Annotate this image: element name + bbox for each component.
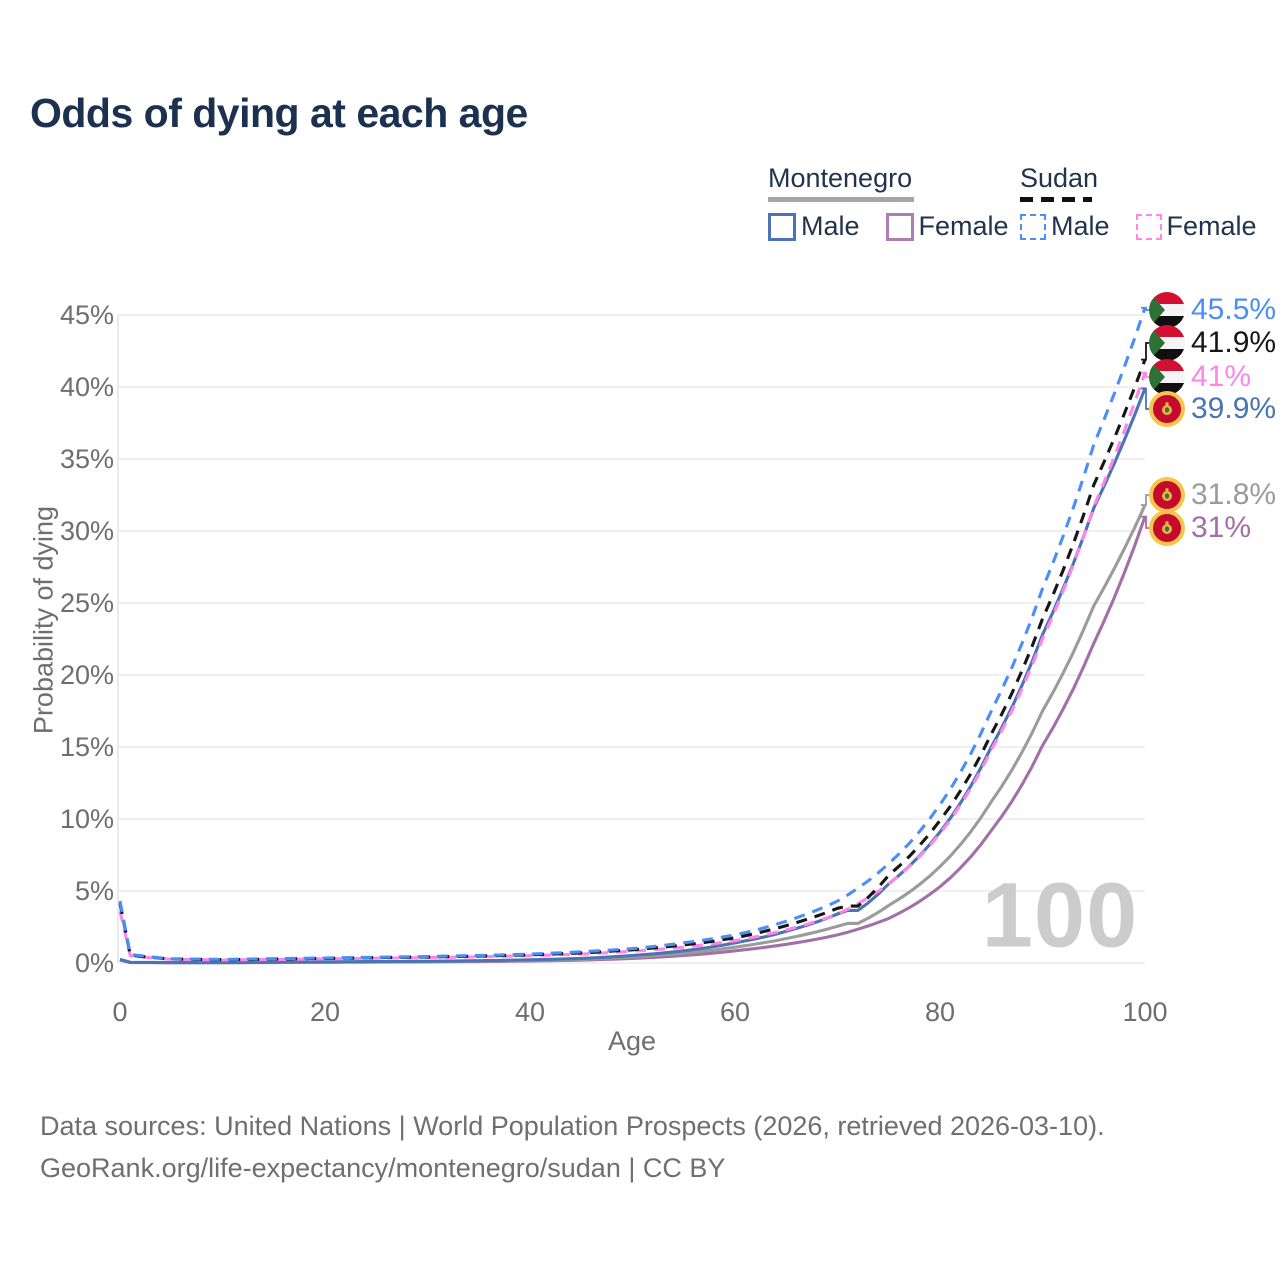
x-tick-label: 80 [924,997,956,1027]
end-label-connector [1141,342,1149,361]
y-tick-label: 5% [74,876,114,906]
legend-swatch-montenegro-female[interactable] [885,212,914,241]
series-line-sudan-male[interactable] [118,307,1147,961]
data-sources-text: Data sources: United Nations | World Pop… [40,1111,1105,1141]
chart-footer: Data sources: United Nations | World Pop… [40,1106,1105,1190]
x-tick-label: 60 [719,997,751,1027]
end-label-connector [1141,387,1149,410]
y-tick-label: 40% [59,372,114,402]
legend-swatch-sudan-male[interactable] [1020,213,1046,240]
series-end-row: 31% [1149,510,1251,546]
legend-swatch-montenegro-male[interactable] [768,212,796,241]
end-label-connector [1141,515,1149,529]
series-end-label: 31.8% [1191,478,1277,511]
legend-underline-montenegro [768,197,914,202]
y-tick-label: 20% [59,660,114,690]
series-end-row: 45.5% [1149,292,1276,328]
montenegro-flag-icon [1149,510,1185,546]
legend-label-montenegro-female[interactable]: Female [918,211,1009,241]
legend-underline-sudan [1020,197,1092,202]
montenegro-flag-icon [1149,391,1185,427]
sudan-flag-icon [1149,325,1185,361]
page-title: Odds of dying at each age [30,90,528,136]
y-tick-label: 25% [59,588,114,618]
y-tick-label: 30% [59,516,114,546]
legend-group-montenegro: Montenegro Male Female [768,163,1009,242]
legend-label-sudan-male[interactable]: Male [1051,211,1110,241]
y-axis-title: Probability of dying [28,505,59,735]
y-tick-label: 35% [59,444,114,474]
y-tick-label: 0% [74,948,114,978]
legend-country-montenegro[interactable]: Montenegro [768,163,913,193]
sudan-flag-icon [1149,359,1185,395]
x-axis-title: Age [607,1026,657,1056]
y-tick-label: 15% [59,732,114,762]
attribution-text: GeoRank.org/life-expectancy/montenegro/s… [40,1152,726,1183]
end-label-connector [1141,371,1149,378]
x-tick-label: 40 [514,997,546,1027]
end-label-connector [1141,306,1149,311]
y-tick-label: 45% [59,300,114,330]
age-watermark: 100 [981,864,1139,967]
series-end-row: 41% [1149,359,1251,395]
series-end-label: 41.9% [1191,326,1277,359]
sudan-flag-icon [1149,292,1185,328]
series-end-label: 39.9% [1191,392,1277,425]
legend-label-sudan-female[interactable]: Female [1166,211,1257,241]
series-end-label: 31% [1191,511,1252,544]
x-tick-label: 100 [1122,997,1168,1027]
x-tick-label: 20 [309,997,341,1027]
montenegro-flag-icon [1149,477,1185,513]
series-end-label: 41% [1191,360,1252,393]
legend-country-sudan[interactable]: Sudan [1020,163,1099,193]
legend-swatch-sudan-female[interactable] [1135,213,1162,240]
legend-label-montenegro-male[interactable]: Male [801,211,860,241]
series-end-label: 45.5% [1191,293,1277,326]
series-end-row: 39.9% [1149,391,1276,427]
series-line-sudan-female[interactable] [118,372,1147,962]
legend-group-sudan: Sudan Male Female [1020,163,1257,242]
y-tick-label: 10% [59,804,114,834]
series-end-row: 31.8% [1149,477,1276,513]
x-tick-label: 0 [112,997,128,1027]
series-end-row: 41.9% [1149,325,1276,361]
end-label-connector [1141,494,1149,506]
